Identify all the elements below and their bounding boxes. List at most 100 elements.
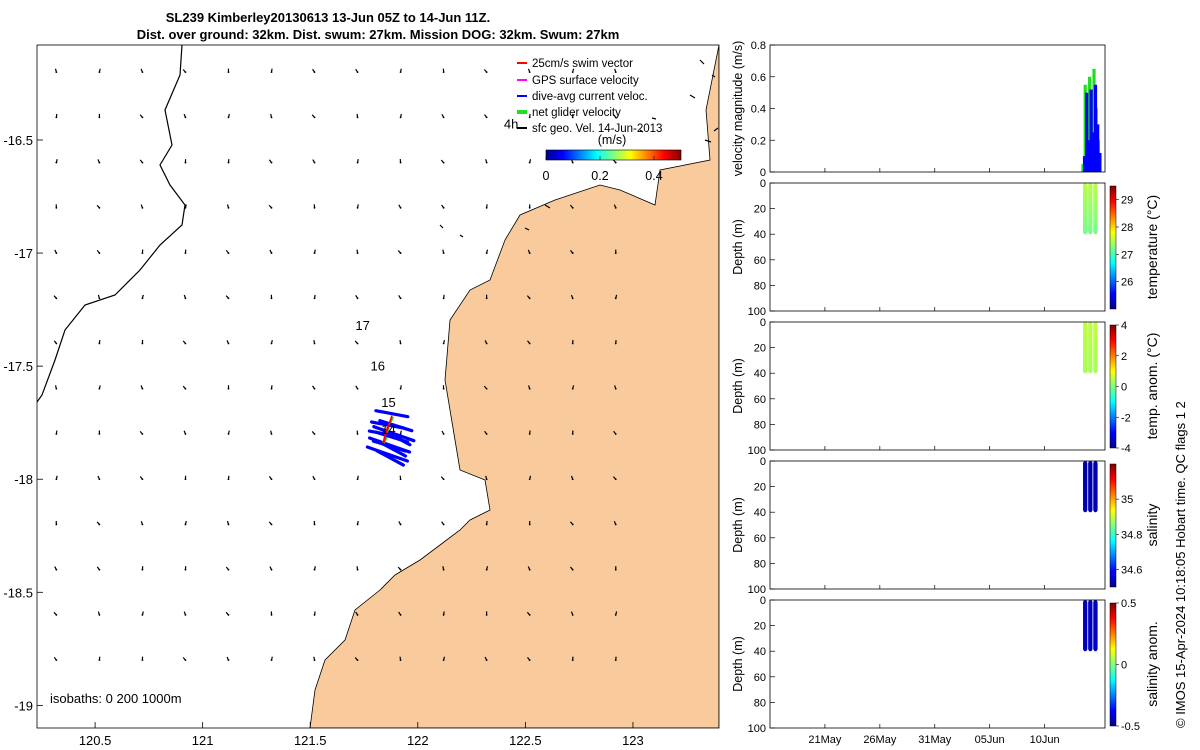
current-vector-dot [399, 161, 402, 164]
current-vector-dot [55, 206, 58, 209]
current-vector-dot [270, 71, 273, 74]
current-vector-dot [141, 116, 144, 119]
current-vector-dot [442, 161, 445, 164]
current-vector-dot [442, 116, 445, 119]
map-frame [36, 44, 720, 729]
current-vector-dot [571, 297, 574, 300]
profile-cast [1093, 183, 1098, 235]
map-axis-ticks: 120.5 121 121.5 122 122.5 123 -16.5 -17 -17.5 -18… [3, 133, 643, 748]
panel-ytick-label: 40 [754, 229, 766, 241]
current-vector-dot [442, 252, 445, 254]
current-vector-dot [442, 523, 445, 526]
current-vector-dot [528, 614, 531, 616]
current-vector-dot [313, 614, 316, 616]
current-vector-dot [184, 523, 187, 526]
current-vector-dot [485, 433, 488, 435]
current-vector-dot [528, 116, 531, 119]
current-vector-dot [528, 206, 531, 209]
panel-colorbar-tick-label: 4 [1121, 320, 1127, 332]
current-vector-dot [227, 71, 230, 74]
panel-colorbar [1109, 324, 1117, 449]
current-vector-dot [313, 523, 316, 526]
current-vector-dot [55, 478, 58, 481]
current-vector-dot [270, 523, 273, 526]
profile-cast [1083, 322, 1088, 374]
current-vector-dot [227, 614, 230, 616]
profile-panel-4: 0 20 40 60 80 100 Depth (m) 34.6 34.8 35 salinity [731, 456, 1160, 596]
map-xtick-label: 121 [192, 733, 214, 748]
current-vector-dot [614, 116, 617, 119]
panel-colorbar-label: salinity [1144, 504, 1160, 547]
current-vector-dot [571, 342, 574, 345]
current-vector-dot [227, 659, 230, 662]
panel-colorbar-tick-label: 29 [1121, 195, 1133, 207]
current-vector-dot [485, 71, 488, 74]
current-vector-dot [227, 478, 230, 481]
current-vector-dot [313, 387, 316, 390]
panel-ylabel: Depth (m) [731, 497, 745, 553]
current-vector-dot [571, 71, 574, 74]
current-vector-dot [485, 659, 488, 662]
day-labels: 4h 17 16 15 14 [355, 117, 518, 437]
current-vector-dot [270, 252, 273, 254]
current-vector-dot [571, 116, 574, 119]
current-vector-dot [356, 297, 359, 300]
current-vector-dot [528, 568, 531, 571]
current-vector-dot [485, 252, 488, 254]
glider-path-segment [384, 422, 391, 435]
current-vector-dot [399, 614, 402, 616]
current-vectors [53, 68, 618, 662]
dive-avg-vector [371, 439, 407, 453]
panel-colorbar [1109, 463, 1117, 588]
current-vector-dot [98, 523, 101, 526]
current-vector-dot [98, 116, 101, 119]
dive-avg-vector [374, 409, 410, 419]
profile-cast [1088, 461, 1093, 513]
current-vector-dot [184, 433, 187, 435]
current-vector-dot [356, 659, 359, 662]
current-vector-dot [98, 659, 101, 662]
current-vector-dot [141, 523, 144, 526]
current-vector-dot [141, 297, 144, 300]
current-vector-dot [55, 433, 58, 435]
panel-ytick-label: 100 [748, 723, 766, 735]
current-vector-dot [356, 478, 359, 481]
panel-colorbar-tick-label: 0.5 [1121, 598, 1136, 610]
current-vector-dot [55, 116, 58, 119]
current-vector-dot [614, 206, 617, 209]
current-vector-dot [356, 614, 359, 616]
current-vector-dot [485, 297, 488, 300]
current-vector-dot [270, 659, 273, 662]
current-vector-dot [313, 568, 316, 571]
current-vector-dot [485, 342, 488, 345]
current-vector-dot [399, 478, 402, 481]
panel-colorbar-label: salinity anom. [1144, 621, 1160, 707]
isobaths-label: isobaths: 0 200 1000m [50, 691, 182, 706]
panel-ytick-label: 40 [754, 507, 766, 519]
current-vector-dot [485, 568, 488, 571]
current-vector-dot [141, 433, 144, 435]
current-vector-dot [571, 252, 574, 254]
current-vector-dot [614, 523, 617, 526]
profile-panel-3: 0 20 40 60 80 100 Depth (m) -4 -2 0 2 4 temp. anom. … [731, 317, 1160, 457]
swim-vector [389, 415, 393, 423]
map-legend: 25cm/s swim vector GPS surface velocity … [517, 58, 662, 135]
current-vector-dot [356, 387, 359, 390]
legend-entry-sfc-geo: sfc geo. Vel. 14-Jun-2013 [532, 123, 662, 135]
current-vector-dot [442, 71, 445, 74]
panel-ytick-label: 80 [754, 558, 766, 570]
current-vector-dot [184, 161, 187, 164]
panel-ylabel: Depth (m) [731, 219, 745, 275]
current-vector-dot [528, 478, 531, 481]
panel-colorbar [1109, 602, 1117, 727]
current-vector-dot [528, 659, 531, 662]
map-xtick-label: 121.5 [294, 733, 327, 748]
current-vector-dot [55, 297, 58, 300]
current-vector-dot [528, 252, 531, 254]
panel-colorbar [1109, 185, 1117, 310]
current-vector-dot [528, 161, 531, 164]
map-ytick-label: -17.5 [3, 359, 33, 374]
current-vector-dot [227, 297, 230, 300]
current-vector-dot [227, 342, 230, 345]
